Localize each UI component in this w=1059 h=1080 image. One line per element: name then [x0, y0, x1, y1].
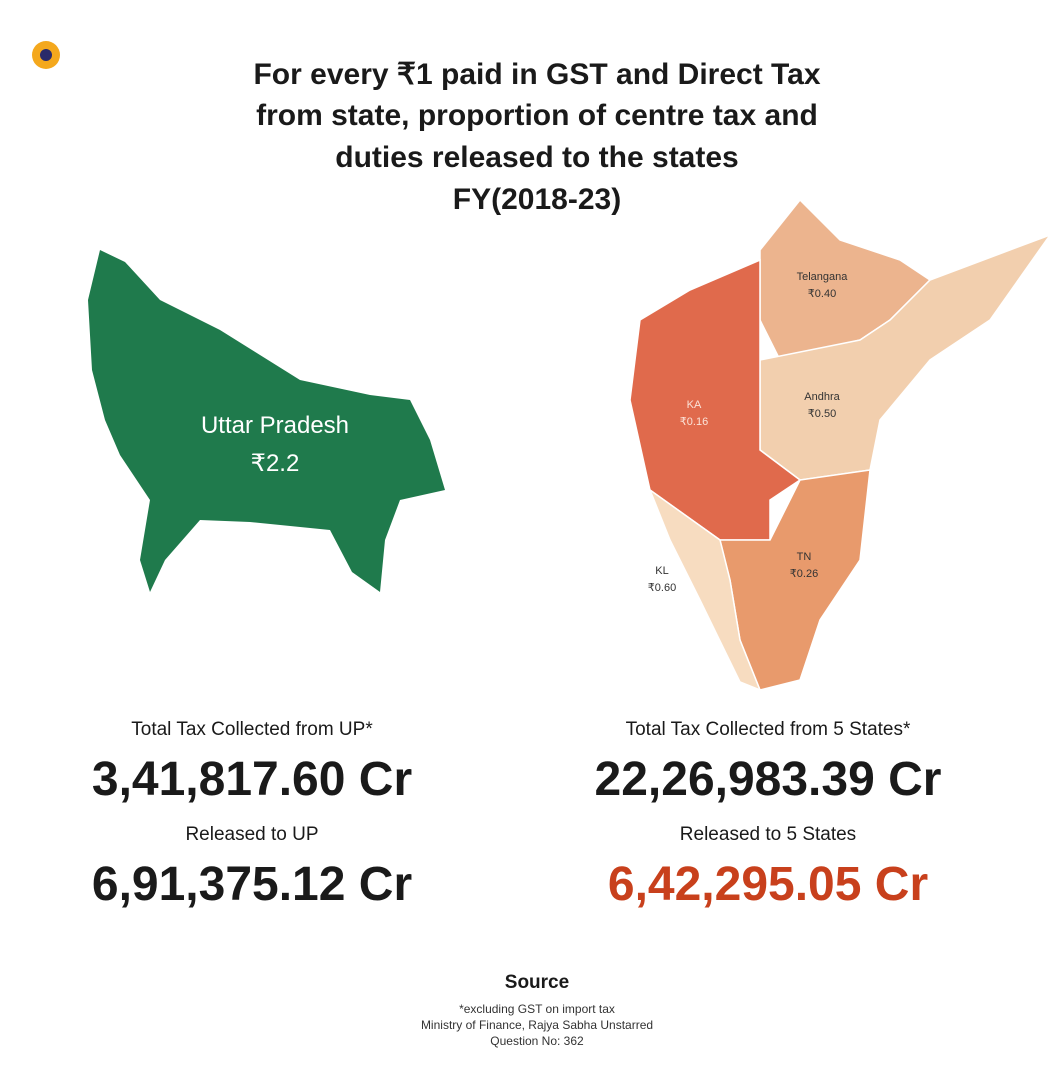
region-label: KL: [655, 565, 668, 577]
stat-label: Total Tax Collected from UP*: [131, 719, 373, 740]
title-line: FY(2018-23): [453, 183, 621, 216]
kerala: [648, 487, 762, 692]
stat-value: 3,41,817.60 Cr: [92, 753, 412, 806]
region-label: KA: [687, 399, 702, 411]
region-label: Andhra: [804, 391, 840, 403]
stat-value: 6,42,295.05 Cr: [608, 858, 928, 911]
title-line: For every ₹1 paid in GST and Direct Tax: [253, 58, 820, 91]
source-line: Ministry of Finance, Rajya Sabha Unstarr…: [421, 1018, 653, 1032]
region-label: Uttar Pradesh: [201, 412, 349, 439]
stat-label: Released to UP: [185, 824, 318, 845]
region-value: ₹0.26: [790, 568, 818, 580]
stat-value: 22,26,983.39 Cr: [595, 753, 942, 806]
up-map: [88, 250, 445, 592]
region-label: TN: [797, 551, 812, 563]
source-line: Question No: 362: [490, 1034, 584, 1048]
region-value: ₹0.60: [648, 582, 676, 594]
region-value: ₹0.16: [680, 416, 708, 428]
region-value: ₹0.40: [808, 288, 836, 300]
stat-label: Total Tax Collected from 5 States*: [626, 719, 911, 740]
source-heading: Source: [505, 972, 569, 993]
south-map: [629, 198, 1053, 692]
region-value: ₹0.50: [808, 408, 836, 420]
region-label: Telangana: [797, 271, 849, 283]
title-line: from state, proportion of centre tax and: [256, 99, 818, 132]
source-line: *excluding GST on import tax: [459, 1002, 615, 1016]
title-line: duties released to the states: [335, 141, 738, 174]
region-value: ₹2.2: [251, 450, 300, 477]
stat-value: 6,91,375.12 Cr: [92, 858, 412, 911]
logo: [32, 41, 60, 69]
stat-label: Released to 5 States: [680, 824, 856, 845]
